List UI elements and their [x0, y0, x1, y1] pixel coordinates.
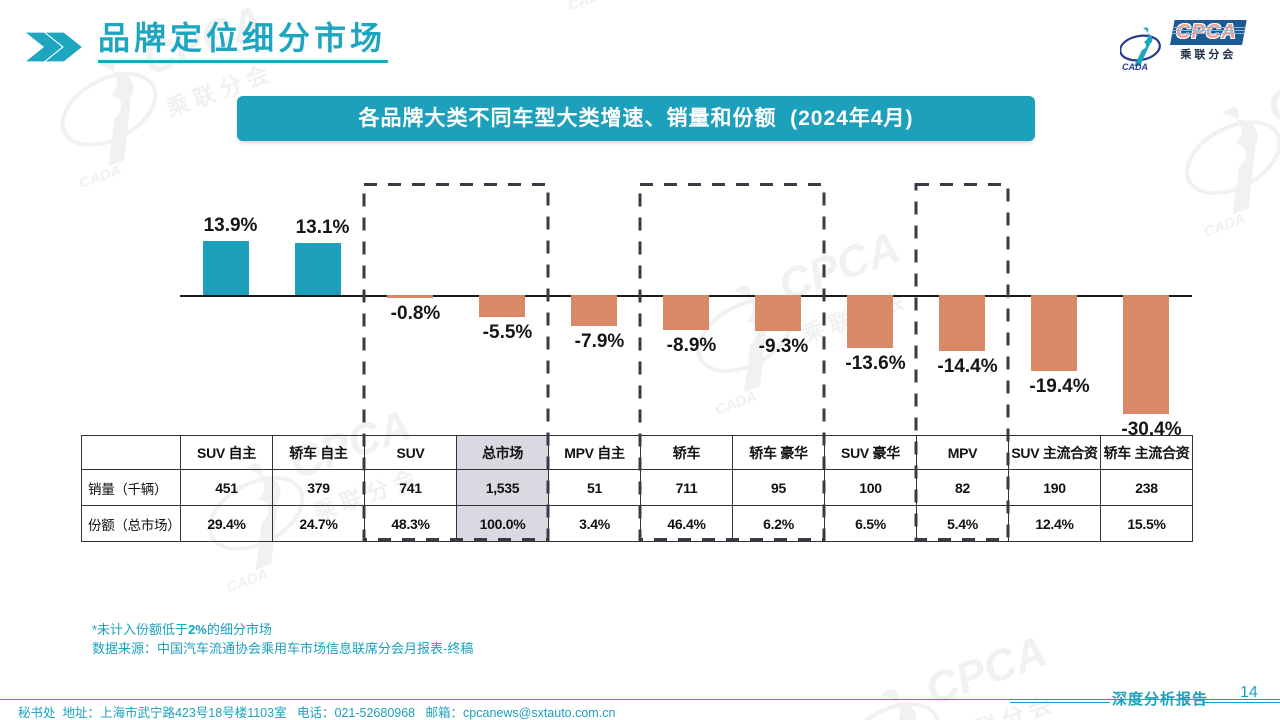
svg-text:CADA: CADA [1122, 62, 1148, 72]
